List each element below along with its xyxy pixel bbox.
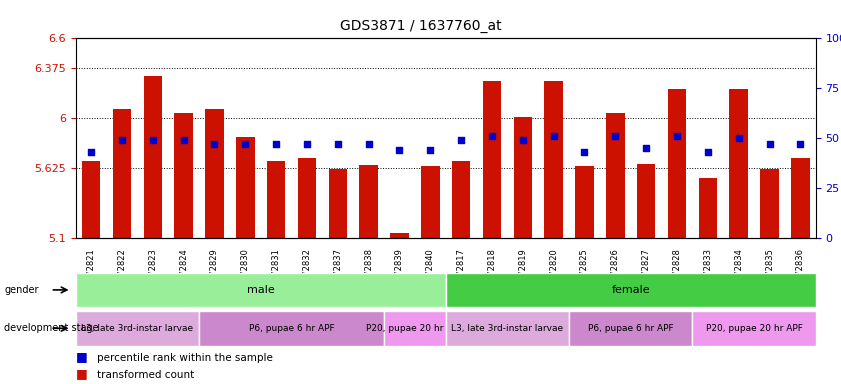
Text: percentile rank within the sample: percentile rank within the sample bbox=[97, 353, 272, 363]
Text: female: female bbox=[611, 285, 650, 295]
Point bbox=[547, 133, 560, 139]
Point bbox=[639, 145, 653, 151]
Text: development stage: development stage bbox=[4, 323, 99, 333]
Bar bbox=[82, 161, 100, 238]
Point bbox=[485, 133, 499, 139]
Bar bbox=[729, 89, 748, 238]
Point bbox=[177, 137, 190, 143]
Point bbox=[516, 137, 530, 143]
Bar bbox=[390, 233, 409, 238]
Text: ■: ■ bbox=[76, 367, 87, 380]
Point bbox=[84, 149, 98, 155]
Bar bbox=[298, 158, 316, 238]
Bar bbox=[113, 109, 131, 238]
Point bbox=[300, 141, 314, 147]
Point bbox=[424, 147, 437, 153]
Point bbox=[732, 135, 745, 141]
Point bbox=[239, 141, 252, 147]
Bar bbox=[359, 165, 378, 238]
Bar bbox=[236, 137, 255, 238]
Point bbox=[454, 137, 468, 143]
Bar bbox=[421, 166, 440, 238]
Text: P20, pupae 20 hr APF: P20, pupae 20 hr APF bbox=[706, 324, 802, 333]
Point bbox=[208, 141, 221, 147]
Bar bbox=[483, 81, 501, 238]
Bar bbox=[452, 161, 470, 238]
Point bbox=[763, 141, 776, 147]
Point bbox=[146, 137, 160, 143]
Point bbox=[115, 137, 129, 143]
Bar bbox=[637, 164, 655, 238]
Bar bbox=[606, 113, 625, 238]
Bar bbox=[699, 178, 717, 238]
Point bbox=[269, 141, 283, 147]
Text: gender: gender bbox=[4, 285, 39, 295]
Text: ■: ■ bbox=[76, 350, 87, 363]
Bar bbox=[575, 166, 594, 238]
Text: P6, pupae 6 hr APF: P6, pupae 6 hr APF bbox=[588, 324, 674, 333]
Text: P6, pupae 6 hr APF: P6, pupae 6 hr APF bbox=[249, 324, 335, 333]
Point bbox=[393, 147, 406, 153]
Bar bbox=[174, 113, 193, 238]
Bar bbox=[668, 89, 686, 238]
Point bbox=[670, 133, 684, 139]
Bar bbox=[544, 81, 563, 238]
Point bbox=[362, 141, 375, 147]
Text: male: male bbox=[247, 285, 274, 295]
Text: transformed count: transformed count bbox=[97, 370, 194, 380]
Point bbox=[701, 149, 715, 155]
Bar bbox=[514, 117, 532, 238]
Text: L3, late 3rd-instar larvae: L3, late 3rd-instar larvae bbox=[82, 324, 193, 333]
Bar bbox=[267, 161, 285, 238]
Point bbox=[331, 141, 345, 147]
Text: L3, late 3rd-instar larvae: L3, late 3rd-instar larvae bbox=[452, 324, 563, 333]
Bar bbox=[144, 76, 162, 238]
Point bbox=[578, 149, 591, 155]
Point bbox=[609, 133, 622, 139]
Bar bbox=[205, 109, 224, 238]
Bar bbox=[760, 169, 779, 238]
Bar bbox=[329, 169, 347, 238]
Text: P20, pupae 20 hr APF: P20, pupae 20 hr APF bbox=[367, 324, 463, 333]
Text: GDS3871 / 1637760_at: GDS3871 / 1637760_at bbox=[340, 19, 501, 33]
Bar bbox=[791, 158, 810, 238]
Point bbox=[794, 141, 807, 147]
